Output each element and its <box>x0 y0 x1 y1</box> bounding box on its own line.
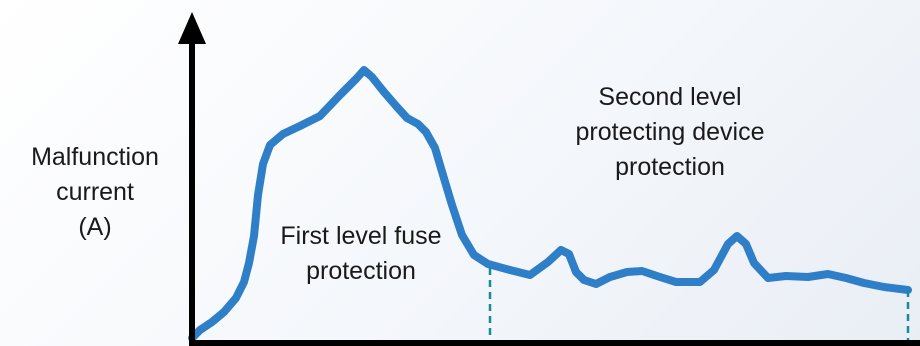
first-level-label-line-1: First level fuse <box>280 222 442 250</box>
first-level-label: First level fuse protection <box>255 219 467 289</box>
second-level-label-line-3: protection <box>615 153 725 181</box>
y-axis-label-line-1: Malfunction <box>31 143 159 171</box>
second-level-label-line-2: protecting device <box>575 118 765 146</box>
second-level-label-line-1: Second level <box>598 83 742 111</box>
y-axis-label-line-2: current <box>56 178 134 206</box>
y-axis-label-line-3: (A) <box>78 213 112 241</box>
second-level-label: Second level protecting device protectio… <box>520 80 820 185</box>
y-axis-label: Malfunction current (A) <box>0 140 190 245</box>
malfunction-current-curve <box>188 66 912 342</box>
y-axis-arrow <box>178 12 206 44</box>
first-level-label-line-2: protection <box>306 257 416 285</box>
